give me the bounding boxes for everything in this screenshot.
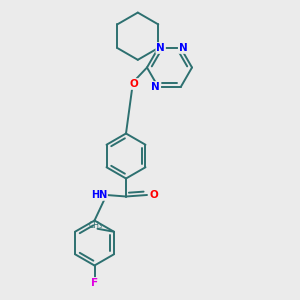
Text: CH₃: CH₃ [89,221,103,230]
Text: N: N [179,43,188,53]
Text: HN: HN [91,190,107,200]
Text: N: N [152,82,160,92]
Text: O: O [149,190,158,200]
Text: N: N [156,43,165,53]
Text: F: F [91,278,98,288]
Text: O: O [129,79,138,89]
